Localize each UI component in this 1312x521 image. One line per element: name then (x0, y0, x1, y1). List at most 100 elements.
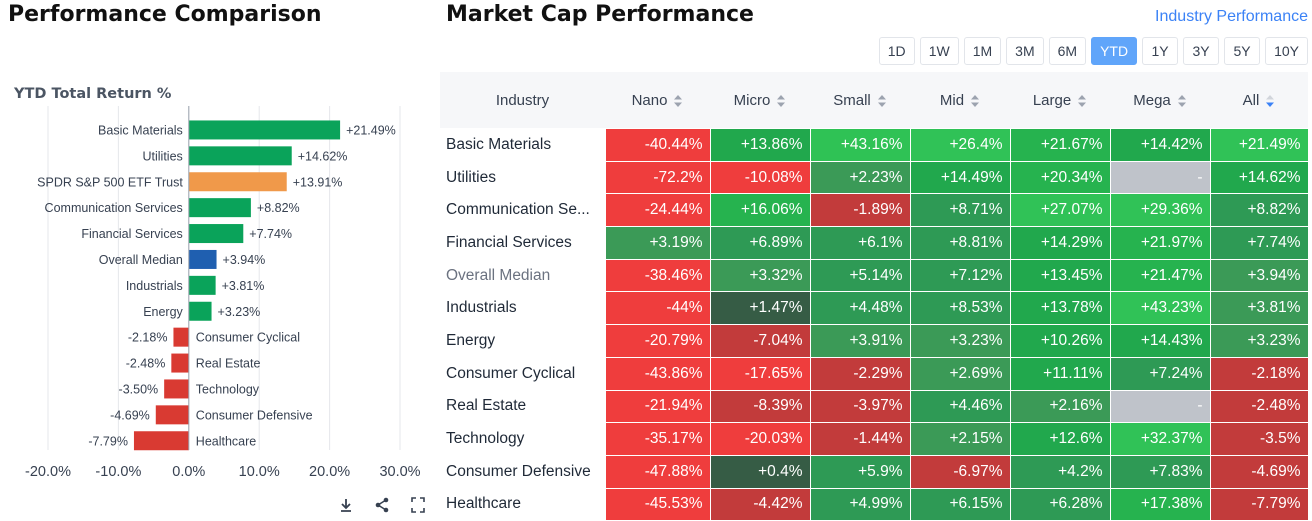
column-header-industry[interactable]: Industry (440, 72, 605, 129)
industry-name-cell[interactable]: Consumer Cyclical (440, 357, 605, 390)
return-cell: +29.36% (1109, 193, 1211, 228)
sort-icon[interactable] (1265, 94, 1275, 108)
industry-name-cell[interactable]: Basic Materials (440, 128, 605, 162)
column-header-mega[interactable]: Mega (1110, 72, 1210, 129)
category-label: Industrials (126, 279, 183, 293)
return-cell: +32.37% (1109, 422, 1211, 456)
category-label: Technology (196, 382, 260, 396)
industry-performance-link[interactable]: Industry Performance (1155, 8, 1308, 25)
sort-icon[interactable] (673, 94, 683, 108)
return-cell: +6.28% (1009, 487, 1111, 521)
period-button-5y[interactable]: 5Y (1224, 37, 1261, 65)
category-label: Financial Services (81, 227, 182, 241)
industry-name-cell[interactable]: Communication Se... (440, 193, 605, 227)
column-header-mid[interactable]: Mid (910, 72, 1010, 129)
table-row[interactable]: Energy -20.79% -7.04% +3.91% +3.23% +10.26% +1… (440, 324, 1309, 358)
table-row[interactable]: Basic Materials -40.44% +13.86% +43.16% +26.… (440, 128, 1309, 162)
table-row[interactable]: Technology -35.17% -20.03% -1.44% +2.15% +12.… (440, 422, 1309, 456)
industry-name-cell[interactable]: Financial Services (440, 226, 605, 260)
period-button-10y[interactable]: 10Y (1265, 37, 1308, 65)
period-button-1d[interactable]: 1D (878, 37, 915, 65)
sort-icon[interactable] (776, 94, 786, 108)
column-header-label: Mega (1133, 91, 1171, 109)
industry-name-cell[interactable]: Industrials (440, 291, 605, 325)
table-row[interactable]: Industrials -44% +1.47% +4.48% +8.53% +13.78%… (440, 291, 1309, 326)
column-header-label: All (1242, 91, 1260, 109)
industry-name-cell[interactable]: Consumer Defensive (440, 455, 605, 489)
sort-icon[interactable] (970, 94, 980, 108)
table-row[interactable]: Consumer Cyclical -43.86% -17.65% -2.29% +2.… (440, 356, 1309, 391)
value-label: -2.18% (128, 331, 168, 345)
period-button-1y[interactable]: 1Y (1142, 37, 1179, 65)
industry-name-cell[interactable]: Energy (440, 324, 605, 358)
x-tick-label: 10.0% (239, 464, 280, 480)
table-row[interactable]: Communication Se... -24.44% +16.06% -1.89% +… (440, 193, 1309, 228)
period-button-6m[interactable]: 6M (1048, 37, 1087, 65)
return-cell: +3.23% (909, 324, 1011, 358)
sort-icon[interactable] (877, 94, 887, 108)
column-header-label: Nano (631, 91, 668, 109)
value-label: +13.91% (293, 175, 343, 189)
category-label: Healthcare (196, 434, 256, 448)
table-header-row: Industry Nano Micro Small Mid Large Mega All (440, 72, 1308, 129)
table-row[interactable]: Financial Services +3.19% +6.89% +6.1% +8.81… (440, 226, 1309, 260)
period-button-1m[interactable]: 1M (963, 37, 1002, 65)
column-header-micro[interactable]: Micro (710, 72, 810, 129)
return-cell: -20.79% (604, 324, 711, 358)
period-button-3m[interactable]: 3M (1006, 37, 1044, 65)
return-cell: -3.97% (809, 389, 911, 424)
return-cell: +43.23% (1109, 291, 1211, 326)
return-cell: +11.11% (1009, 356, 1111, 391)
category-label: Real Estate (196, 357, 261, 371)
table-row[interactable]: Overall Median -38.46% +3.32% +5.14% +7.12% +… (440, 258, 1309, 293)
table-row[interactable]: Real Estate -21.94% -8.39% -3.97% +4.46% +2.1… (440, 389, 1309, 424)
industry-name-cell[interactable]: Technology (440, 422, 605, 456)
return-cell: +7.83% (1109, 454, 1211, 489)
return-cell: +3.19% (604, 226, 711, 260)
sort-icon[interactable] (1177, 94, 1187, 108)
return-cell: +3.32% (709, 258, 811, 293)
return-cell: +12.6% (1009, 422, 1111, 456)
column-header-label: Mid (939, 91, 965, 109)
period-button-3y[interactable]: 3Y (1183, 37, 1220, 65)
return-cell: +3.94% (1209, 258, 1309, 293)
download-icon[interactable] (338, 496, 354, 514)
period-button-ytd[interactable]: YTD (1091, 37, 1138, 65)
value-label: +3.23% (218, 305, 261, 319)
industry-name-cell[interactable]: Overall Median (440, 259, 605, 292)
return-cell: -44% (604, 291, 711, 326)
return-cell: +14.29% (1009, 226, 1111, 260)
table-row[interactable]: Consumer Defensive -47.88% +0.4% +5.9% -6.97… (440, 454, 1309, 489)
value-label: +3.81% (222, 279, 265, 293)
fullscreen-icon[interactable] (410, 496, 426, 514)
value-label: +14.62% (298, 149, 348, 163)
return-cell: -3.5% (1209, 422, 1309, 456)
industry-name-cell[interactable]: Real Estate (440, 390, 605, 423)
value-label: +3.94% (223, 253, 266, 267)
return-cell: -17.65% (709, 356, 811, 391)
column-header-label: Large (1032, 91, 1072, 109)
return-cell: +14.43% (1109, 324, 1211, 358)
return-cell: -1.89% (809, 193, 911, 228)
return-cell: +21.67% (1009, 128, 1111, 162)
return-cell: +13.86% (709, 128, 811, 162)
column-header-all[interactable]: All (1210, 72, 1308, 129)
return-cell: +7.24% (1109, 356, 1211, 391)
table-row[interactable]: Healthcare -45.53% -4.42% +4.99% +6.15% +6.28… (440, 487, 1309, 521)
industry-name-cell[interactable]: Healthcare (440, 488, 605, 521)
column-header-small[interactable]: Small (810, 72, 910, 129)
return-cell: +6.1% (809, 226, 911, 260)
sort-icon[interactable] (1077, 94, 1087, 108)
period-button-1w[interactable]: 1W (919, 37, 959, 65)
return-cell: +14.42% (1109, 128, 1211, 162)
table-row[interactable]: Utilities -72.2% -10.08% +2.23% +14.49% +20.3… (440, 160, 1309, 195)
performance-comparison-title: Performance Comparison (8, 2, 322, 27)
chart-subtitle: YTD Total Return % (14, 86, 172, 102)
column-header-nano[interactable]: Nano (605, 72, 710, 129)
share-icon[interactable] (374, 496, 390, 514)
return-cell: -2.29% (809, 356, 911, 391)
return-cell: +7.74% (1209, 226, 1309, 260)
column-header-large[interactable]: Large (1010, 72, 1110, 129)
industry-name-cell[interactable]: Utilities (440, 161, 605, 194)
category-label: Consumer Defensive (196, 408, 313, 422)
